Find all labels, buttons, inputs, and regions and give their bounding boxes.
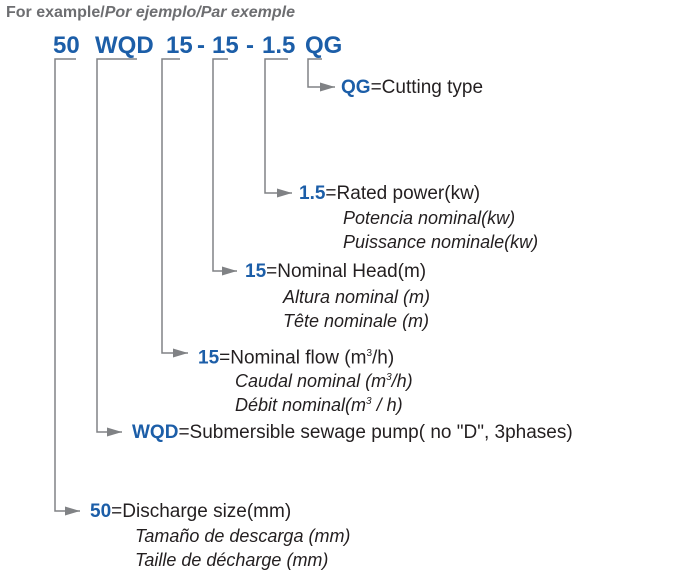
bracket-flow xyxy=(161,58,188,358)
example-header: For example/Por ejemplo/Par exemple xyxy=(6,4,295,22)
code-flow: 15 xyxy=(166,32,193,59)
item-power-es: Potencia nominal(kw) xyxy=(343,208,516,228)
bracket-head xyxy=(212,58,237,276)
code-type: WQD xyxy=(95,32,154,59)
code-cutting: QG xyxy=(305,32,343,59)
code-head: 15 xyxy=(212,32,239,59)
item-discharge: 50=Discharge size(mm) xyxy=(90,501,292,522)
bracket-power xyxy=(264,58,292,198)
item-power-fr: Puissance nominale(kw) xyxy=(343,232,539,252)
header-fr: Par exemple xyxy=(200,4,296,21)
code-power: 1.5 xyxy=(262,32,296,59)
code-dash: - xyxy=(197,32,205,59)
item-type: WQD=Submersible sewage pump( no "D", 3ph… xyxy=(132,422,573,443)
item-flow-es: Caudal nominal (m3/h) xyxy=(235,371,413,391)
item-flow-fr: Débit nominal(m3 / h) xyxy=(235,395,403,415)
item-head-fr: Tête nominale (m) xyxy=(283,311,430,331)
header-es: Por ejemplo/ xyxy=(104,4,201,21)
item-power: 1.5=Rated power(kw) xyxy=(299,183,481,204)
bracket-cutting xyxy=(307,58,335,92)
item-discharge-fr: Taille de décharge (mm) xyxy=(135,550,329,570)
code-discharge: 50 xyxy=(53,32,80,59)
item-flow: 15=Nominal flow (m3/h) xyxy=(198,347,395,369)
item-cutting: QG=Cutting type xyxy=(341,77,484,98)
item-head-es: Altura nominal (m) xyxy=(283,287,431,307)
header-en: For example/ xyxy=(6,4,105,21)
bracket-type xyxy=(96,58,137,437)
code-dash: - xyxy=(246,32,254,59)
bracket-discharge xyxy=(54,58,80,516)
item-head: 15=Nominal Head(m) xyxy=(245,261,427,282)
item-discharge-es: Tamaño de descarga (mm) xyxy=(135,526,351,546)
